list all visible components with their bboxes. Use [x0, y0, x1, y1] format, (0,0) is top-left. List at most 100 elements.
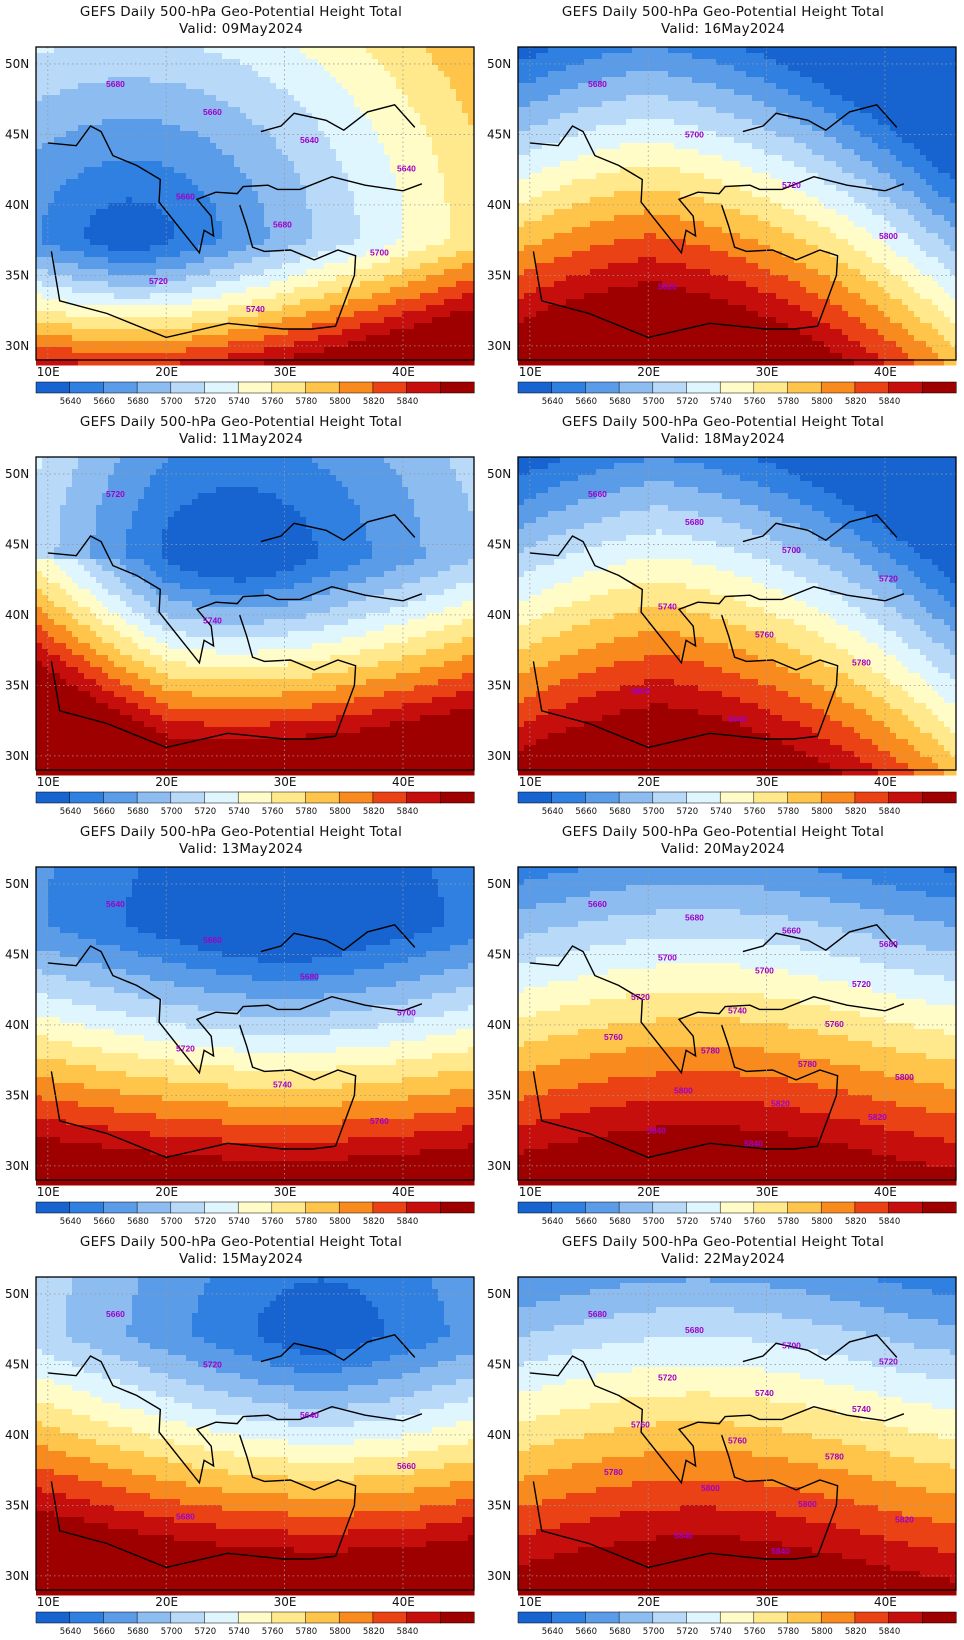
contour-label: 5660	[203, 935, 222, 945]
panel-valid-date: Valid: 15May2024	[0, 1251, 482, 1268]
panel-valid-date: Valid: 13May2024	[0, 841, 482, 858]
contour-label: 5820	[895, 1515, 914, 1525]
latitude-label: 50N	[5, 1287, 29, 1301]
colorbar-swatch	[820, 1611, 856, 1624]
contour-label: 5720	[149, 276, 168, 286]
colorbar-label: 5660	[93, 1217, 115, 1227]
panel-valid-date: Valid: 16May2024	[482, 21, 964, 38]
panel-valid-date: Valid: 22May2024	[482, 1251, 964, 1268]
colorbar-label: 5740	[710, 1217, 732, 1227]
colorbar-swatch	[305, 1611, 340, 1624]
colorbar-label: 5640	[60, 1217, 82, 1227]
colorbar-swatch	[854, 1611, 890, 1624]
coastline	[529, 924, 905, 1159]
colorbar-label: 5660	[575, 807, 597, 817]
colorbar-swatch	[753, 791, 789, 804]
colorbar-swatch	[103, 1611, 138, 1624]
colorbar-label: 5660	[93, 807, 115, 817]
graticule	[518, 867, 956, 1180]
height-shading	[36, 867, 475, 1186]
colorbar-swatch	[204, 1611, 239, 1624]
longitude-label: 10E	[37, 775, 60, 789]
colorbar-swatch	[305, 1201, 340, 1214]
contour-label: 5720	[176, 1044, 195, 1054]
longitude-label: 40E	[874, 1595, 897, 1609]
colorbar-swatch	[271, 1201, 307, 1214]
map-panel: GEFS Daily 500-hPa Geo-Potential Height …	[482, 820, 964, 1230]
colorbar-label: 5720	[195, 807, 217, 817]
colorbar-swatch	[922, 381, 957, 394]
colorbar-label: 5700	[643, 1627, 665, 1637]
colorbar-swatch	[372, 791, 408, 804]
contour-label: 5760	[631, 1420, 650, 1430]
contour-label: 5680	[106, 79, 125, 89]
contour-label: 5680	[300, 971, 319, 981]
contour-label: 5660	[176, 191, 195, 201]
latitude-label: 40N	[5, 1428, 29, 1442]
latitude-label: 50N	[5, 57, 29, 71]
colorbar-swatch	[406, 1611, 441, 1624]
panel-valid-date: Valid: 18May2024	[482, 431, 964, 448]
contour-label: 5840	[674, 1530, 693, 1540]
colorbar-label: 5740	[710, 1627, 732, 1637]
colorbar-swatch	[406, 381, 441, 394]
colorbar-label: 5740	[228, 807, 250, 817]
panel-valid-date: Valid: 09May2024	[0, 21, 482, 38]
colorbar-label: 5720	[677, 1217, 699, 1227]
geopotential-map: 5680 5700 5720 5800 5820 50N 45N 40N 35N 30N 10E 20…	[487, 46, 957, 407]
longitude-label: 40E	[392, 1185, 415, 1199]
colorbar-swatch	[406, 791, 441, 804]
latitude-label: 45N	[487, 1357, 511, 1371]
colorbar-swatch	[787, 1201, 822, 1214]
colorbar-label: 5700	[643, 1217, 665, 1227]
latitude-label: 35N	[5, 1088, 29, 1102]
colorbar-swatch	[69, 791, 104, 804]
colorbar-swatch	[787, 791, 822, 804]
contour-label: 5800	[798, 1499, 817, 1509]
colorbar-label: 5720	[677, 397, 699, 407]
coastline	[47, 514, 423, 749]
colorbar-swatch	[35, 381, 71, 394]
contour-label: 5740	[852, 1404, 871, 1414]
map-panel: GEFS Daily 500-hPa Geo-Potential Height …	[0, 820, 482, 1230]
colorbar-swatch	[170, 381, 206, 394]
latitude-label: 40N	[487, 608, 511, 622]
contour-label: 5720	[631, 992, 650, 1002]
latitude-label: 40N	[487, 1018, 511, 1032]
height-shading	[518, 1277, 957, 1596]
colorbar-swatch	[585, 791, 620, 804]
contour-label: 5840	[771, 1546, 790, 1556]
graticule	[36, 1277, 474, 1590]
colorbar-label: 5780	[296, 1627, 318, 1637]
colorbar-swatch	[652, 381, 688, 394]
contour-label: 5740	[273, 1080, 292, 1090]
latitude-label: 30N	[487, 749, 511, 763]
colorbar-swatch	[922, 1611, 957, 1624]
contour-label: 5700	[658, 952, 677, 962]
contour-label: 5640	[397, 163, 416, 173]
graticule	[36, 867, 474, 1180]
colorbar-label: 5840	[879, 1627, 901, 1637]
colorbar-label: 5840	[879, 807, 901, 817]
latitude-label: 35N	[487, 678, 511, 692]
contour-label: 5740	[246, 304, 265, 314]
latitude-label: 30N	[487, 1159, 511, 1173]
map-frame	[35, 1276, 475, 1591]
colorbar-label: 5660	[93, 397, 115, 407]
colorbar-swatch	[618, 381, 654, 394]
contour-label: 5800	[701, 1483, 720, 1493]
coastline	[47, 1334, 423, 1569]
height-shading	[518, 47, 957, 366]
colorbar-swatch	[136, 381, 172, 394]
longitude-label: 30E	[274, 365, 297, 379]
colorbar-swatch	[237, 381, 273, 394]
contour-label: 5840	[744, 1139, 763, 1149]
colorbar-swatch	[136, 1201, 172, 1214]
colorbar-swatch	[618, 1611, 654, 1624]
colorbar-swatch	[686, 1611, 721, 1624]
colorbar-label: 5820	[845, 1627, 867, 1637]
colorbar-swatch	[753, 381, 789, 394]
latitude-label: 45N	[5, 537, 29, 551]
colorbar-swatch	[820, 381, 856, 394]
height-shading	[36, 457, 475, 776]
